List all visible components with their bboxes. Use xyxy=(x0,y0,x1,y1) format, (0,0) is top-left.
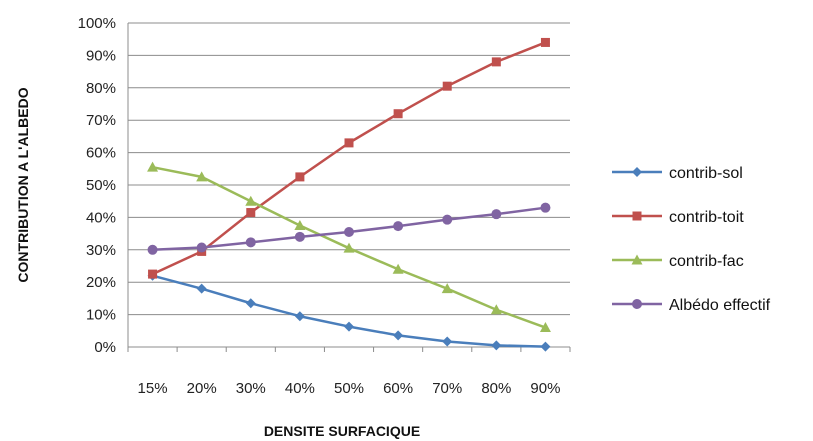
data-point xyxy=(442,81,452,91)
gridlines xyxy=(128,22,570,348)
x-tick-label: 60% xyxy=(383,380,413,397)
x-tick-label: 90% xyxy=(530,380,560,397)
y-tick-label: 30% xyxy=(86,242,116,259)
data-point xyxy=(632,299,642,309)
y-axis-title: CONTRIBUTION A L'ALBEDO xyxy=(15,87,31,282)
data-point xyxy=(632,167,642,177)
data-point xyxy=(540,37,550,47)
x-tick-label: 15% xyxy=(138,380,168,397)
data-point xyxy=(196,283,207,294)
x-tick-label: 30% xyxy=(236,380,266,397)
data-point xyxy=(344,321,354,332)
data-point xyxy=(294,311,305,322)
series-line xyxy=(152,274,546,348)
data-point xyxy=(540,202,551,213)
data-point xyxy=(632,211,642,221)
y-tick-label: 40% xyxy=(86,209,116,226)
y-tick-label: 100% xyxy=(78,15,116,32)
data-point xyxy=(393,330,404,341)
x-tick-label: 20% xyxy=(187,380,217,397)
data-point xyxy=(491,57,501,67)
data-point xyxy=(491,340,502,351)
series-line xyxy=(152,41,546,276)
data-point xyxy=(490,304,502,315)
x-tick-label: 40% xyxy=(285,380,315,397)
x-axis-title: DENSITE SURFACIQUE xyxy=(264,423,420,439)
series-lines xyxy=(147,37,551,352)
legend-label: contrib-sol xyxy=(669,165,743,182)
data-point xyxy=(442,214,453,225)
data-point xyxy=(441,283,453,294)
data-point xyxy=(245,195,257,206)
data-point xyxy=(196,242,207,253)
x-tick-label: 80% xyxy=(481,380,511,397)
data-point xyxy=(148,269,158,279)
x-tick-label: 50% xyxy=(334,380,364,397)
y-tick-label: 90% xyxy=(86,47,116,64)
x-tick-label: 70% xyxy=(432,380,462,397)
data-point xyxy=(294,231,305,242)
axes: 0% 10% 20% 30% 40% 50% 60% 70% 80% 90% 100% 15% 20% 3… xyxy=(78,15,571,397)
data-point xyxy=(392,263,404,274)
data-point xyxy=(491,209,502,220)
data-point xyxy=(343,242,355,253)
data-point xyxy=(393,221,404,232)
legend: contrib-sol contrib-toit contrib-fac Albédo… xyxy=(612,165,771,314)
data-point xyxy=(344,226,354,237)
data-point xyxy=(442,336,453,347)
y-tick-label: 20% xyxy=(86,274,116,291)
data-point xyxy=(245,298,256,309)
data-point xyxy=(539,322,551,333)
data-point xyxy=(196,171,208,182)
y-tick-label: 60% xyxy=(86,145,116,162)
legend-label: Albédo effectif xyxy=(669,297,771,314)
data-point xyxy=(540,341,551,352)
data-point xyxy=(246,208,256,218)
data-point xyxy=(294,220,306,230)
data-point xyxy=(631,254,643,265)
data-point xyxy=(344,138,354,148)
y-tick-label: 80% xyxy=(86,80,116,97)
y-tick-label: 50% xyxy=(86,177,116,194)
data-point xyxy=(147,244,158,255)
legend-label: contrib-toit xyxy=(669,209,744,226)
data-point xyxy=(147,161,159,172)
y-tick-label: 70% xyxy=(86,112,116,129)
data-point xyxy=(245,237,256,248)
y-tick-label: 10% xyxy=(86,307,116,324)
data-point xyxy=(393,109,403,119)
data-point xyxy=(295,172,305,182)
y-tick-label: 0% xyxy=(94,339,116,356)
legend-label: contrib-fac xyxy=(669,253,744,270)
